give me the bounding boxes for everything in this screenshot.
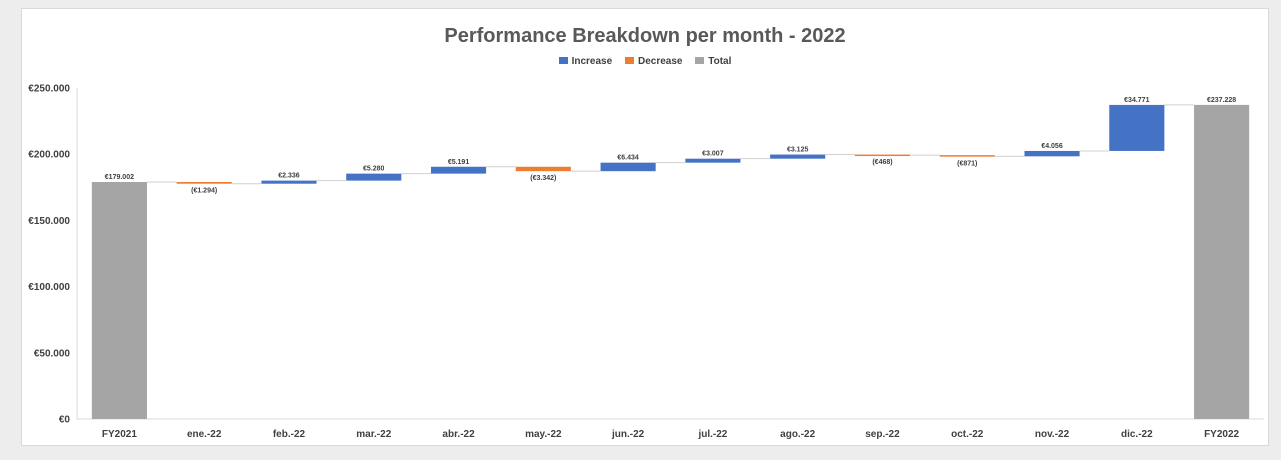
waterfall-plot: €0 €50.000 €100.000 €150.000 €200.000 €250.00… bbox=[28, 84, 1264, 440]
y-tick-label: €200.000 bbox=[28, 150, 70, 161]
x-tick-label: dic.-22 bbox=[1121, 429, 1153, 440]
chart-title: Performance Breakdown per month - 2022 bbox=[444, 25, 846, 47]
x-tick-label: ene.-22 bbox=[187, 429, 222, 440]
y-tick-label: €100.000 bbox=[28, 282, 70, 293]
bar-increase bbox=[261, 180, 317, 184]
data-label: (€3.342) bbox=[530, 175, 556, 182]
legend-label-total: Total bbox=[708, 56, 732, 67]
legend-item-total: Total bbox=[695, 56, 731, 67]
legend-swatch-total bbox=[695, 57, 705, 64]
data-label: €5.280 bbox=[363, 166, 385, 173]
y-tick-label: €50.000 bbox=[34, 348, 71, 359]
x-tick-label: ago.-22 bbox=[780, 429, 815, 440]
bar-total bbox=[1194, 104, 1250, 419]
data-label: €5.191 bbox=[448, 159, 470, 166]
legend-item-decrease: Decrease bbox=[624, 56, 683, 67]
x-tick-label: FY2022 bbox=[1204, 429, 1239, 440]
bar-increase bbox=[346, 173, 402, 181]
chart-frame: Performance Breakdown per month - 2022 I… bbox=[21, 8, 1269, 446]
legend-label-increase: Increase bbox=[571, 56, 613, 67]
x-tick-label: may.-22 bbox=[525, 429, 562, 440]
data-label: (€1.294) bbox=[191, 188, 217, 195]
x-tick-label: mar.-22 bbox=[356, 429, 391, 440]
bar-increase bbox=[430, 166, 487, 174]
y-tick-label: €250.000 bbox=[28, 84, 70, 95]
bar-decrease bbox=[854, 154, 911, 157]
bar-increase bbox=[685, 158, 741, 163]
bar-decrease bbox=[176, 182, 232, 184]
bar-increase bbox=[770, 154, 826, 159]
data-label: (€468) bbox=[872, 159, 892, 166]
data-label: €179.002 bbox=[105, 174, 134, 181]
bar-increase bbox=[600, 162, 656, 172]
x-tick-label: sep.-22 bbox=[865, 429, 900, 440]
bar-increase bbox=[1109, 104, 1165, 151]
x-tick-label: feb.-22 bbox=[273, 429, 306, 440]
x-tick-label: FY2021 bbox=[102, 429, 137, 440]
chart-legend: Increase Decrease Total bbox=[22, 56, 1268, 67]
y-tick-label: €0 bbox=[59, 415, 71, 426]
data-label: €237.228 bbox=[1207, 97, 1236, 104]
data-label: €3.007 bbox=[702, 151, 724, 158]
legend-label-decrease: Decrease bbox=[637, 56, 683, 67]
data-label: €4.056 bbox=[1041, 143, 1063, 150]
bar-decrease bbox=[939, 155, 995, 157]
x-tick-label: nov.-22 bbox=[1035, 429, 1070, 440]
x-tick-label: abr.-22 bbox=[442, 429, 475, 440]
x-tick-label: jul.-22 bbox=[697, 429, 727, 440]
legend-swatch-decrease bbox=[624, 57, 634, 64]
data-label: €3.125 bbox=[787, 147, 809, 154]
y-tick-label: €150.000 bbox=[28, 216, 70, 227]
x-tick-label: jun.-22 bbox=[611, 429, 645, 440]
legend-swatch-increase bbox=[558, 57, 568, 64]
bar-decrease bbox=[515, 166, 571, 172]
data-label: (€871) bbox=[957, 160, 977, 167]
x-tick-label: oct.-22 bbox=[951, 429, 984, 440]
data-label: €34.771 bbox=[1124, 97, 1149, 104]
data-label: €6.434 bbox=[617, 155, 639, 162]
bar-total bbox=[91, 182, 147, 419]
bar-increase bbox=[1024, 150, 1080, 157]
data-label: €2.336 bbox=[278, 173, 300, 180]
legend-item-increase: Increase bbox=[558, 56, 613, 67]
